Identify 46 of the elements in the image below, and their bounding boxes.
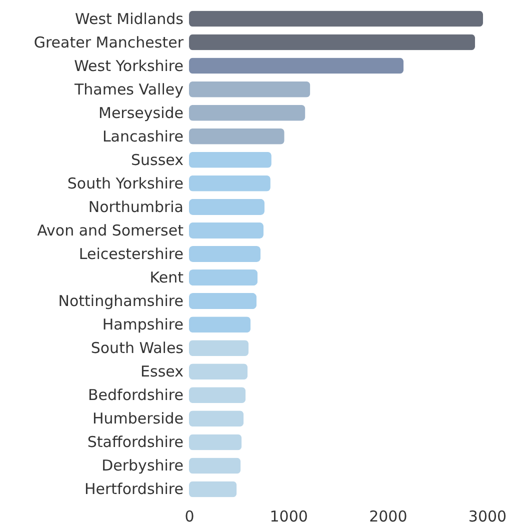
y-tick-label: Leicestershire (78, 245, 184, 263)
y-tick-label: Thames Valley (73, 80, 184, 98)
y-tick-label: Lancashire (102, 127, 184, 146)
bar (189, 198, 264, 215)
y-tick-label: Greater Manchester (34, 33, 184, 52)
bar (189, 10, 484, 27)
bar (189, 364, 248, 380)
y-tick-label: Bedfordshire (88, 386, 184, 404)
bar (189, 293, 257, 310)
bar (189, 434, 242, 450)
y-tick-label: Nottinghamshire (58, 292, 184, 310)
y-tick-label: South Yorkshire (67, 174, 184, 192)
bar (189, 246, 261, 262)
bar (189, 152, 272, 168)
y-tick-label: Essex (140, 362, 184, 381)
y-tick-label: West Midlands (75, 10, 184, 28)
x-tick-label: 3000 (468, 508, 507, 526)
bar (189, 222, 264, 238)
x-tick-label: 1000 (270, 508, 308, 526)
bar (189, 270, 258, 286)
y-tick-label: Humberside (92, 410, 184, 428)
y-tick-label: Staffordshire (87, 433, 184, 452)
y-tick-label: Sussex (131, 150, 184, 169)
y-tick-label: Avon and Somerset (37, 221, 184, 240)
bar (189, 410, 244, 427)
y-tick-label: Hertfordshire (84, 480, 184, 498)
bar (189, 34, 476, 50)
bar (189, 81, 310, 98)
bar (189, 58, 404, 74)
x-tick-label: 2000 (369, 508, 408, 526)
bar (189, 340, 249, 356)
y-tick-label: South Wales (90, 339, 184, 358)
bar (189, 387, 246, 404)
bar (189, 104, 306, 121)
y-tick-label: Hampshire (102, 316, 184, 334)
bar (189, 128, 284, 144)
x-tick-label: 0 (184, 508, 194, 526)
y-tick-label: Merseyside (98, 104, 184, 122)
y-tick-label: Kent (150, 268, 184, 287)
bar (189, 175, 270, 192)
bar (189, 458, 241, 474)
bar (189, 481, 237, 498)
bar (189, 316, 251, 333)
y-tick-label: Derbyshire (102, 456, 184, 475)
y-tick-label: Northumbria (88, 198, 184, 216)
y-tick-label: West Yorkshire (74, 56, 184, 75)
